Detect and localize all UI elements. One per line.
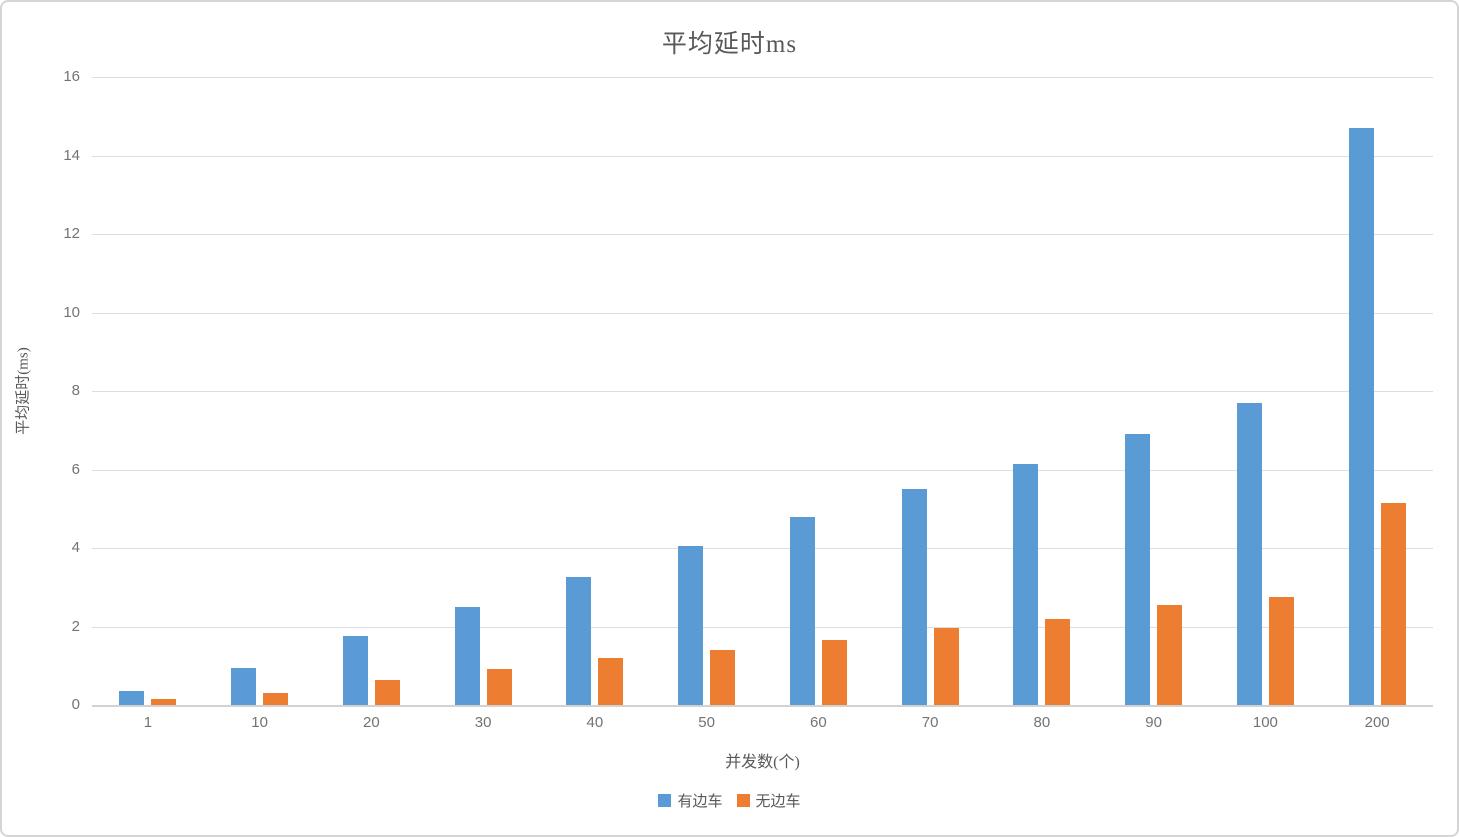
y-tick-label: 2: [71, 617, 80, 635]
bar-without-sidecar: [1380, 502, 1406, 705]
bar-group: [427, 77, 539, 705]
x-axis-title: 并发数(个): [725, 754, 800, 771]
bar-group: [1210, 77, 1322, 705]
gridline: [92, 705, 1433, 707]
x-tick-label: 1: [143, 714, 153, 731]
y-axis-tick-labels: 0 2 4 6 8 10 12 14 16: [2, 68, 86, 713]
gridline: [92, 234, 1433, 235]
bar-group: [874, 77, 986, 705]
bar-with-sidecar: [1236, 402, 1262, 705]
y-tick-label: 8: [71, 382, 80, 399]
gridline: [92, 391, 1433, 392]
x-tick-label: 10: [251, 714, 268, 731]
plot-area: [92, 77, 1433, 707]
bar-group: [1321, 77, 1433, 705]
bar-group: [539, 77, 651, 705]
bar-with-sidecar: [231, 667, 257, 705]
gridline: [92, 155, 1433, 157]
x-tick-label: 70: [921, 714, 939, 731]
bar-without-sidecar: [598, 657, 624, 705]
legend-item-without-sidecar: 无边车: [736, 790, 801, 811]
y-tick-label: 10: [63, 303, 80, 321]
gridline: [92, 469, 1433, 471]
bar-with-sidecar: [566, 577, 592, 705]
y-tick-label: 14: [63, 146, 80, 164]
bar-with-sidecar: [119, 691, 145, 705]
x-axis-tick-labels: 1 10 20 30 40 50 60 70 80 90 100 200: [92, 714, 1433, 731]
bar-with-sidecar: [1013, 463, 1039, 705]
legend-label-with-sidecar: 有边车: [677, 794, 723, 810]
bar-group: [986, 77, 1098, 705]
legend-swatch-without-sidecar-icon: [736, 794, 750, 807]
x-tick-label: 40: [586, 714, 604, 731]
bar-with-sidecar: [901, 489, 927, 705]
bar-group: [204, 77, 316, 705]
gridline: [92, 626, 1433, 628]
bar-with-sidecar: [789, 517, 815, 705]
x-tick-label: 60: [810, 714, 827, 731]
bar-with-sidecar: [1348, 128, 1374, 705]
x-tick-label: 100: [1252, 714, 1278, 731]
y-tick-label: 6: [71, 460, 80, 478]
legend: 有边车 无边车: [2, 790, 1457, 811]
legend-swatch-with-sidecar-icon: [658, 794, 672, 807]
x-tick-label: 50: [698, 714, 715, 731]
bar-with-sidecar: [1125, 434, 1151, 705]
bar-group: [651, 77, 763, 705]
gridline: [92, 312, 1433, 314]
bar-without-sidecar: [1268, 597, 1294, 705]
x-tick-label: 30: [474, 714, 492, 731]
y-tick-label: 0: [71, 696, 80, 713]
bar-without-sidecar: [486, 668, 512, 705]
bar-without-sidecar: [710, 650, 736, 705]
bar-without-sidecar: [1157, 604, 1183, 705]
bar-with-sidecar: [454, 606, 480, 705]
x-tick-label: 90: [1145, 714, 1162, 731]
bar-without-sidecar: [1045, 618, 1071, 705]
y-tick-label: 12: [63, 225, 80, 242]
bar-with-sidecar: [678, 546, 704, 705]
bar-without-sidecar: [263, 693, 289, 705]
bar-group: [316, 77, 428, 705]
y-tick-label: 4: [71, 539, 80, 556]
legend-label-without-sidecar: 无边车: [755, 794, 801, 810]
bar-group: [92, 77, 204, 705]
gridline: [92, 548, 1433, 549]
bar-group: [763, 77, 875, 705]
bar-groups: [92, 77, 1433, 705]
x-tick-label: 80: [1033, 714, 1051, 731]
x-tick-label: 20: [363, 714, 380, 731]
y-tick-label: 16: [63, 68, 80, 85]
bar-without-sidecar: [821, 640, 847, 705]
bar-group: [1098, 77, 1210, 705]
bar-without-sidecar: [933, 628, 959, 705]
bar-without-sidecar: [151, 699, 177, 705]
gridline: [92, 77, 1433, 78]
x-tick-label: 200: [1364, 714, 1390, 731]
bar-with-sidecar: [342, 636, 368, 705]
legend-item-with-sidecar: 有边车: [658, 790, 723, 811]
chart-title: 平均延时ms: [661, 31, 798, 58]
bar-without-sidecar: [374, 679, 400, 705]
